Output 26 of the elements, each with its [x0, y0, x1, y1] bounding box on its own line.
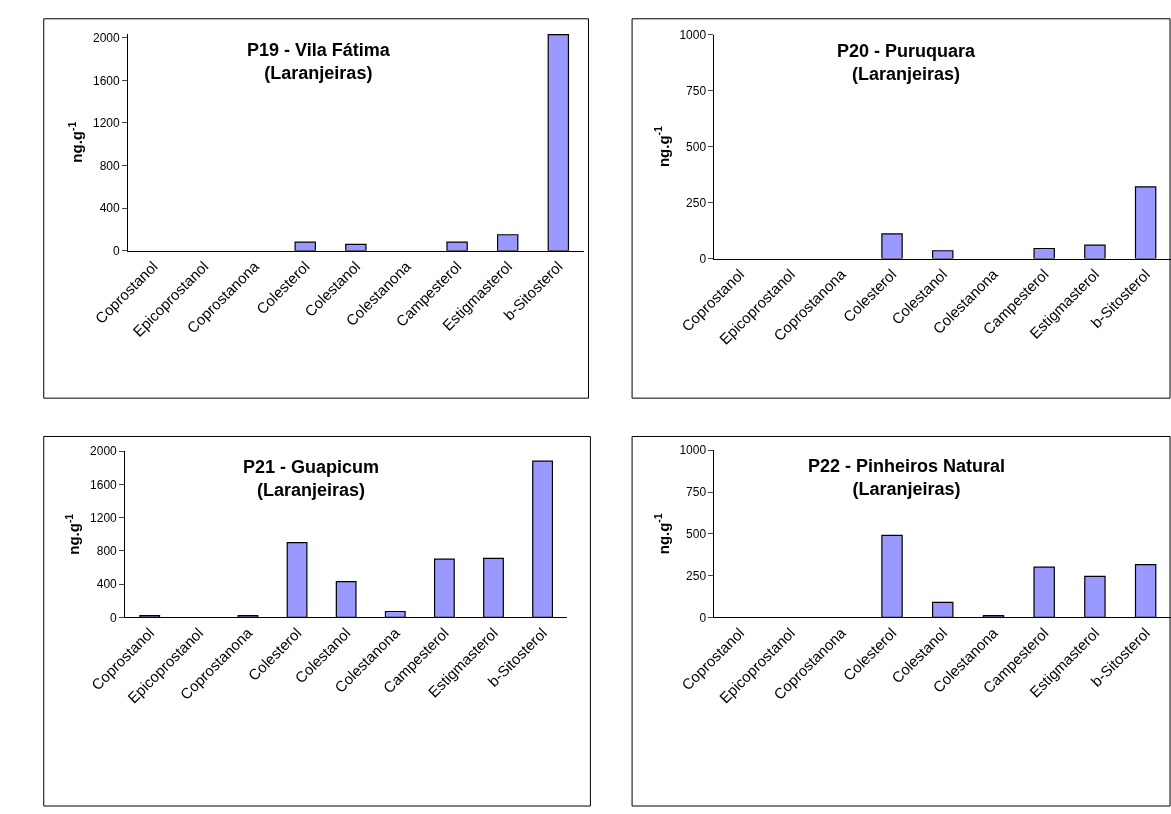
y-tick-label: 750 [686, 83, 707, 98]
y-tick-label: 1000 [679, 443, 707, 458]
y-tick-label: 500 [686, 139, 707, 154]
text: P21 - Guapicum (Laranjeiras) [243, 457, 380, 501]
y-tick-label: 1600 [90, 477, 118, 492]
y-tick-label: 2000 [90, 444, 118, 459]
y-tick-label: 2000 [92, 31, 120, 45]
y-tick-label: 1000 [679, 27, 707, 42]
y-tick-label: 250 [686, 195, 707, 210]
y-tick-label: 0 [699, 251, 707, 266]
y-tick-label: 500 [686, 526, 707, 541]
y-tick-label: 250 [686, 568, 707, 583]
text: P22 - Pinheiros Natural (Laranjeiras) [808, 456, 1006, 500]
y-tick-label: 800 [99, 158, 120, 173]
y-tick-label: 0 [110, 610, 118, 625]
y-tick-label: 1200 [92, 116, 120, 131]
y-tick-label: 0 [699, 610, 707, 625]
y-tick-label: 0 [112, 243, 120, 258]
y-tick-label: 750 [686, 485, 707, 500]
y-tick-label: 1200 [90, 510, 118, 525]
y-tick-label: 1600 [92, 73, 120, 88]
y-tick-label: 400 [96, 577, 118, 592]
text: P20 - Puruquara (Laranjeiras) [837, 41, 977, 85]
y-tick-label: 400 [99, 201, 120, 216]
text: P19 - Vila Fátima (Laranjeiras) [247, 40, 391, 84]
y-tick-label: 800 [96, 544, 118, 559]
